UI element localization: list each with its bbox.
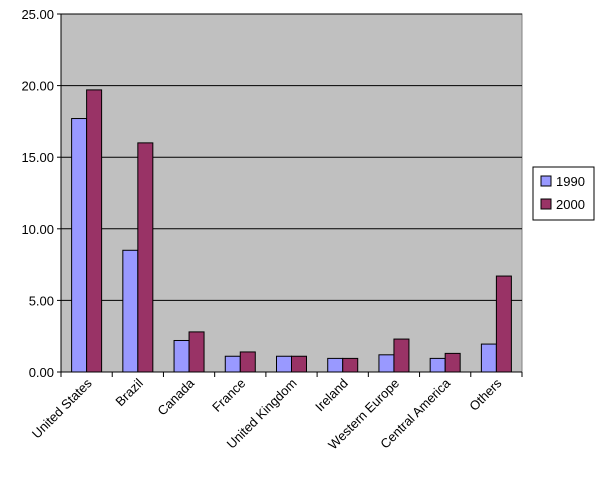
y-tick-label: 10.00 [21, 222, 54, 237]
bar-1990-brazil [122, 249, 139, 373]
axes-group [60, 14, 523, 377]
bar-2000-ireland [342, 357, 359, 373]
bar-2000-others [495, 275, 512, 373]
bar-1990-central-america [429, 357, 446, 373]
legend-label-2000: 2000 [556, 197, 585, 212]
x-tick-label: Canada [154, 375, 197, 418]
bar-1990-united-states [71, 118, 88, 373]
x-tick-label: United States [29, 375, 95, 441]
bar-2000-western-europe [393, 338, 410, 373]
legend: 1990 2000 [532, 166, 595, 221]
bar-1990-united-kingdom [276, 355, 292, 373]
bar-2000-france [239, 351, 256, 373]
bar-1990-western-europe [378, 354, 395, 373]
x-tick-label: Ireland [312, 376, 351, 415]
bar-2000-united-kingdom [291, 355, 307, 373]
legend-swatch-2000 [540, 198, 552, 210]
bars-group [71, 89, 512, 373]
bar-2000-central-america [444, 352, 461, 373]
legend-swatch-1990 [540, 175, 552, 187]
y-tick-label: 15.00 [21, 150, 54, 165]
bar-1990-france [224, 355, 241, 373]
y-tick-label: 25.00 [21, 7, 54, 22]
x-tick-label: Brazil [112, 375, 146, 409]
bar-2000-brazil [137, 142, 154, 373]
y-tick-label: 5.00 [29, 293, 54, 308]
bar-2000-canada [188, 331, 205, 373]
x-tick-label: France [209, 376, 248, 415]
bar-2000-united-states [86, 89, 103, 373]
x-tick-label: Others [466, 375, 505, 414]
legend-label-1990: 1990 [556, 174, 585, 189]
y-tick-label: 20.00 [21, 79, 54, 94]
bar-1990-others [480, 343, 497, 373]
y-tick-label: 0.00 [29, 365, 54, 380]
y-tick-labels: 0.00 5.00 10.00 15.00 20.00 25.00 [21, 7, 54, 380]
bar-1990-canada [173, 339, 190, 373]
bar-1990-ireland [327, 357, 344, 373]
